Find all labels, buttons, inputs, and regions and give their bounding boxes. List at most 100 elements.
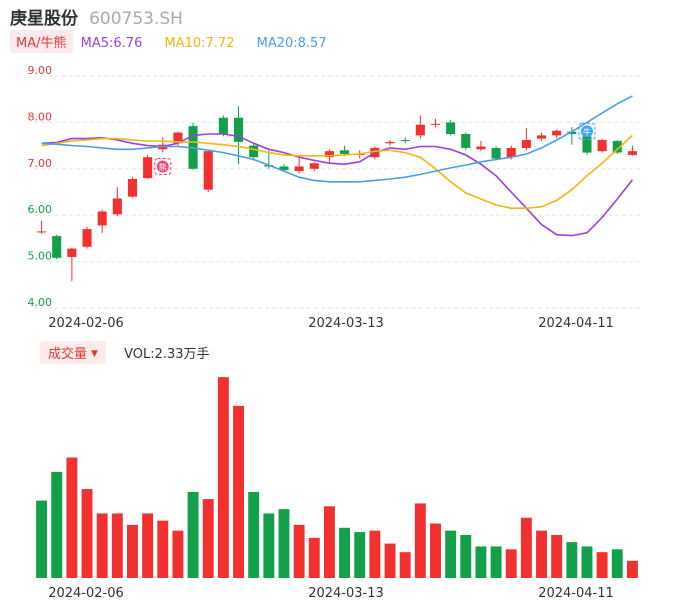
candle-body [203,151,213,190]
candle[interactable] [627,145,637,156]
candle[interactable] [52,234,62,260]
volume-bar[interactable] [354,532,366,578]
candle-body [506,147,516,158]
candle[interactable] [415,115,425,139]
y-tick-label: 6.00 [28,203,53,216]
volume-bar[interactable] [157,520,169,578]
candle[interactable] [476,140,486,152]
candle[interactable] [158,137,168,153]
candle[interactable] [127,177,138,198]
candle[interactable] [597,138,607,153]
volume-x-tick-label: 2024-03-13 [308,586,384,601]
candle[interactable] [552,129,562,139]
candle[interactable] [67,247,77,282]
candle[interactable] [97,209,107,233]
candle[interactable] [400,137,410,144]
volume-bar[interactable] [263,513,275,578]
volume-bar[interactable] [430,523,441,578]
volume-bar[interactable] [36,500,48,578]
volume-bar[interactable] [551,534,563,578]
volume-bar[interactable] [369,530,381,578]
candle-body [294,166,304,172]
volume-bar[interactable] [475,546,487,578]
volume-bar[interactable] [248,491,260,578]
y-tick-label: 9.00 [28,64,53,77]
volume-bar[interactable] [596,552,608,578]
candle[interactable] [582,135,592,155]
candle[interactable] [112,187,122,217]
ma10-line [41,134,633,209]
candle[interactable] [249,143,259,161]
volume-bar[interactable] [172,530,184,578]
volume-bar[interactable] [414,503,426,578]
candle[interactable] [461,132,471,151]
volume-bar[interactable] [127,524,138,578]
stock-code: 600753.SH [89,9,183,29]
candle-body [37,231,47,233]
candle[interactable] [536,132,547,141]
candle[interactable] [567,127,577,145]
volume-bar[interactable] [460,534,472,578]
signal-markers: 熊牛 [154,122,596,176]
volume-bar[interactable] [384,543,396,578]
candle-body [173,132,183,144]
candle[interactable] [203,149,213,192]
candle-body [612,140,622,153]
candle[interactable] [385,140,395,146]
volume-bar[interactable] [626,560,638,578]
candle[interactable] [309,161,319,172]
candle[interactable] [233,106,244,165]
volume-bar[interactable] [536,530,547,578]
candle[interactable] [294,155,304,174]
volume-x-axis-labels: 2024-02-06 2024-03-13 2024-04-11 [48,586,614,601]
volume-bar[interactable] [581,546,593,578]
volume-bar[interactable] [81,489,93,578]
volume-bar[interactable] [51,471,63,578]
candle[interactable] [37,220,47,234]
candlesticks [37,106,637,282]
y-tick-label: 8.00 [28,110,53,123]
volume-bar[interactable] [490,546,502,578]
candle[interactable] [82,226,92,249]
volume-bar[interactable] [399,552,411,578]
candle[interactable] [279,164,289,172]
volume-bar[interactable] [187,491,199,578]
volume-bars [36,377,638,578]
volume-bar[interactable] [233,405,244,578]
volume-bar[interactable] [96,513,108,578]
volume-bar[interactable] [66,457,78,578]
volume-bar[interactable] [111,513,123,578]
volume-bar[interactable] [445,530,457,578]
candle[interactable] [521,127,531,151]
candle-body [415,124,425,136]
volume-bar[interactable] [323,506,335,578]
volume-bar[interactable] [308,537,320,578]
volume-bar[interactable] [566,542,578,578]
volume-bar[interactable] [142,513,154,578]
volume-bar[interactable] [339,527,351,578]
volume-bar[interactable] [505,549,517,578]
candle-body [218,117,228,134]
dropdown-arrow-icon: ▼ [91,349,98,359]
candle-body [340,150,350,154]
candle[interactable] [446,120,456,136]
candle[interactable] [612,140,622,154]
x-tick-label: 2024-02-06 [48,316,124,331]
volume-bar[interactable] [520,517,532,578]
candle[interactable] [218,115,228,137]
bear-badge-icon[interactable]: 熊 [154,158,172,176]
volume-bar[interactable] [611,549,623,578]
volume-bar[interactable] [202,499,214,578]
candle[interactable] [491,146,501,161]
volume-bar[interactable] [278,509,290,578]
candle[interactable] [188,122,198,170]
candle[interactable] [143,154,153,180]
volume-bar[interactable] [217,377,229,578]
volume-x-tick-label: 2024-04-11 [538,586,614,601]
volume-bar[interactable] [293,524,305,578]
ma-toggle-button[interactable]: MA/牛熊 [10,30,73,53]
volume-indicator-dropdown[interactable]: 成交量 ▼ [40,341,106,364]
candle[interactable] [430,118,441,128]
bull-badge-icon[interactable]: 牛 [578,122,596,140]
